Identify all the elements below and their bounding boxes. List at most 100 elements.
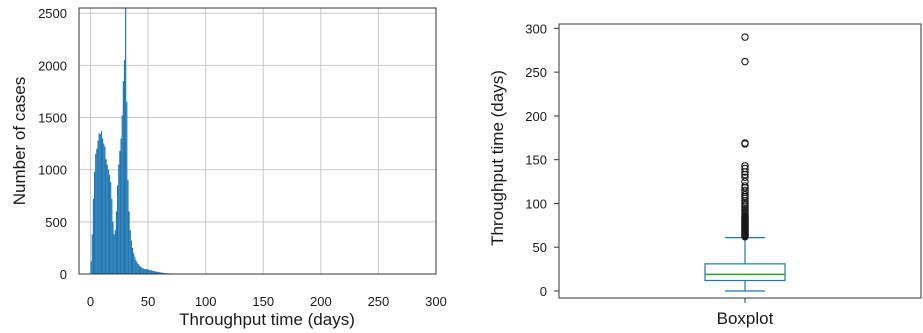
histogram-bar: [113, 234, 115, 274]
histogram-bar: [158, 272, 160, 274]
histogram-x-tick-label: 250: [368, 294, 390, 309]
histogram-bar: [152, 270, 154, 274]
histogram-bar: [150, 270, 152, 274]
boxplot-y-tick-label: 250: [525, 65, 547, 80]
histogram-bar: [111, 198, 113, 274]
boxplot-outlier-point: [741, 177, 749, 186]
boxplot-outlier-point: [741, 33, 749, 41]
histogram-y-tick-label: 1500: [38, 111, 67, 126]
histogram-x-tick-label: 150: [252, 294, 274, 309]
boxplot-y-tick-label: 300: [525, 21, 547, 36]
boxplot-outlier-point: [741, 186, 749, 195]
histogram-bar: [120, 138, 122, 274]
histogram-y-tick-label: 2500: [38, 6, 67, 21]
histogram-bar: [125, 8, 127, 274]
histogram-bar: [112, 221, 114, 274]
boxplot-marks: [704, 236, 786, 292]
histogram-y-tick-label: 2000: [38, 58, 67, 73]
boxplot-y-tick-label: 50: [533, 240, 547, 255]
boxplot-box: [704, 263, 786, 282]
histogram-bar: [121, 115, 123, 274]
histogram-bar: [98, 133, 100, 274]
histogram-bar: [163, 272, 165, 274]
histogram-x-tick-label: 100: [195, 294, 217, 309]
histogram-bar: [159, 272, 161, 274]
histogram-bar: [157, 271, 159, 274]
histogram-bar: [131, 247, 134, 274]
histogram-bar: [128, 211, 130, 274]
histogram-frame: [78, 7, 437, 275]
boxplot-outliers: [741, 33, 749, 241]
histogram-gridlines: [79, 8, 437, 275]
boxplot-y-tick-label: 100: [525, 196, 547, 211]
histogram-y-tick-label: 500: [45, 215, 67, 230]
histogram-bar: [105, 159, 107, 274]
histogram-bar: [117, 185, 119, 274]
histogram-bar: [104, 146, 106, 274]
histogram-bar: [164, 272, 166, 274]
histogram-bar: [136, 262, 138, 274]
histogram-bar: [133, 253, 135, 274]
boxplot-y-tick-label: 0: [540, 284, 547, 299]
histogram-bar: [96, 148, 98, 274]
histogram-bar: [161, 272, 164, 274]
histogram-bar: [145, 269, 147, 274]
histogram-bar: [107, 169, 109, 274]
boxplot-outlier-point: [741, 182, 749, 190]
boxplot-x-axis-title: Boxplot: [717, 309, 774, 328]
histogram-bar: [114, 230, 116, 274]
histogram-bar: [92, 198, 94, 274]
histogram-bar: [146, 269, 149, 274]
histogram-bar: [140, 266, 142, 274]
boxplot-outlier-point: [741, 173, 749, 181]
boxplot-outlier-point: [741, 139, 749, 147]
boxplot-y-axis-title: Throughput time (days): [488, 70, 507, 246]
histogram-plot-area: [79, 8, 436, 274]
histogram-y-axis-title: Number of cases: [10, 77, 29, 206]
histogram-bar: [135, 260, 137, 274]
histogram-bar: [137, 264, 139, 274]
histogram-bar: [130, 240, 132, 274]
histogram-bar: [129, 230, 131, 274]
histogram-bar: [148, 269, 150, 274]
histogram-bar: [153, 271, 156, 274]
histogram-bar: [115, 211, 118, 274]
boxplot-outlier-point: [741, 57, 749, 66]
histogram-bar: [126, 101, 128, 274]
histogram-x-tick-label: 300: [425, 294, 447, 309]
histogram-x-axis-title: Throughput time (days): [179, 310, 355, 329]
histogram-bar: [106, 164, 108, 274]
histogram-x-tick-label: 50: [141, 294, 155, 309]
histogram-chart: 0 50 100 150 200 250 300 05001000150020002500 …: [10, 6, 447, 329]
histogram-x-ticks: 0 50 100 150 200 250 300: [87, 294, 447, 309]
histogram-bar: [151, 270, 153, 274]
histogram-x-tick-label: 200: [310, 294, 332, 309]
histogram-bar: [91, 234, 93, 274]
histogram-x-tick-label: 0: [87, 294, 94, 309]
histogram-bar: [90, 261, 92, 274]
histogram-bar: [127, 180, 129, 274]
histogram-bar: [95, 154, 97, 274]
histogram-bar: [122, 81, 124, 274]
histogram-bar: [144, 268, 146, 274]
histogram-bar: [103, 143, 105, 274]
histogram-bar: [100, 131, 103, 274]
histogram-y-tick-label: 0: [60, 267, 67, 282]
boxplot-y-ticks: 0 50 100 150 200 250 300: [525, 21, 559, 299]
histogram-bar: [97, 140, 99, 274]
boxplot-outlier-point: [741, 164, 749, 173]
boxplot-plot-area: [558, 23, 922, 299]
boxplot-y-tick-label: 200: [525, 109, 547, 124]
histogram-bar: [149, 270, 151, 274]
histogram-bar: [134, 257, 136, 274]
histogram-bar: [110, 182, 112, 274]
boxplot-chart: 0 50 100 150 200 250 300 Boxplot Throughput ti…: [488, 21, 922, 328]
histogram-bar: [119, 150, 121, 274]
histogram-bar: [99, 134, 101, 274]
histogram-bar: [138, 265, 141, 274]
histogram-bar: [155, 271, 157, 274]
histogram-bar: [143, 268, 145, 274]
boxplot-outlier-point: [741, 199, 749, 208]
histogram-y-ticks: 0 500 1000 1500 2000 2500: [38, 6, 67, 282]
